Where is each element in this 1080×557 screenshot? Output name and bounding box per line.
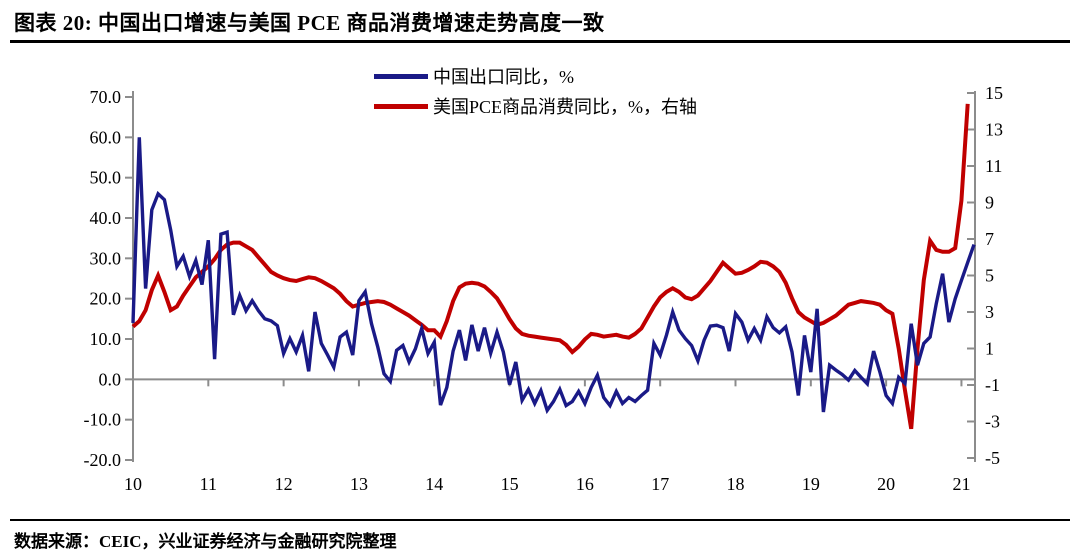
svg-text:15: 15 [501, 474, 519, 494]
svg-text:11: 11 [985, 156, 1002, 176]
svg-text:20.0: 20.0 [90, 289, 122, 309]
x-axis: 10 11 12 13 14 15 16 17 18 19 20 21 [124, 378, 975, 494]
svg-text:50.0: 50.0 [90, 168, 122, 188]
svg-text:30.0: 30.0 [90, 248, 122, 268]
svg-text:9: 9 [985, 193, 994, 213]
legend-label-us-pce: 美国PCE商品消费同比，%，右轴 [433, 97, 698, 117]
source-note: 数据来源：CEIC，兴业证券经济与金融研究院整理 [14, 532, 397, 551]
series-us-pce [131, 103, 970, 430]
left-axis: 70.0 60.0 50.0 40.0 30.0 20.0 10.0 0.0 -10.0 -20.… [84, 87, 134, 470]
svg-text:16: 16 [576, 474, 594, 494]
svg-text:17: 17 [651, 474, 669, 494]
us-pce-line-icon [374, 103, 428, 109]
svg-text:13: 13 [985, 120, 1003, 140]
title-rule [10, 40, 1070, 43]
footer-rule [10, 519, 1070, 521]
legend-item-us-pce: 美国PCE商品消费同比，%，右轴 [374, 91, 697, 121]
svg-text:-10.0: -10.0 [84, 410, 122, 430]
svg-text:14: 14 [425, 474, 443, 494]
svg-text:15: 15 [985, 83, 1003, 103]
svg-text:40.0: 40.0 [90, 208, 122, 228]
svg-text:12: 12 [275, 474, 293, 494]
svg-text:20: 20 [877, 474, 895, 494]
svg-text:21: 21 [952, 474, 970, 494]
svg-text:7: 7 [985, 229, 994, 249]
svg-text:-20.0: -20.0 [84, 450, 122, 470]
svg-text:19: 19 [802, 474, 820, 494]
china-exports-line-icon [374, 73, 428, 79]
svg-text:-3: -3 [985, 412, 1000, 432]
svg-text:10.0: 10.0 [90, 329, 122, 349]
svg-text:3: 3 [985, 302, 994, 322]
svg-text:60.0: 60.0 [90, 127, 122, 147]
svg-text:5: 5 [985, 266, 994, 286]
series-china-exports [131, 137, 976, 415]
legend-item-china-exports: 中国出口同比，% [374, 61, 697, 91]
svg-text:-1: -1 [985, 375, 1000, 395]
legend-label-china-exports: 中国出口同比，% [433, 67, 574, 87]
svg-text:11: 11 [200, 474, 217, 494]
right-axis: 15 13 11 9 7 5 3 1 -1 -3 -5 [967, 83, 1003, 468]
svg-text:18: 18 [727, 474, 745, 494]
chart-title: 图表 20: 中国出口增速与美国 PCE 商品消费增速走势高度一致 [14, 11, 605, 35]
svg-text:13: 13 [350, 474, 368, 494]
chart-legend: 中国出口同比，% 美国PCE商品消费同比，%，右轴 [374, 61, 697, 121]
svg-text:70.0: 70.0 [90, 87, 122, 107]
svg-text:1: 1 [985, 339, 994, 359]
svg-text:10: 10 [124, 474, 142, 494]
svg-text:0.0: 0.0 [99, 369, 122, 389]
svg-text:-5: -5 [985, 448, 1000, 468]
